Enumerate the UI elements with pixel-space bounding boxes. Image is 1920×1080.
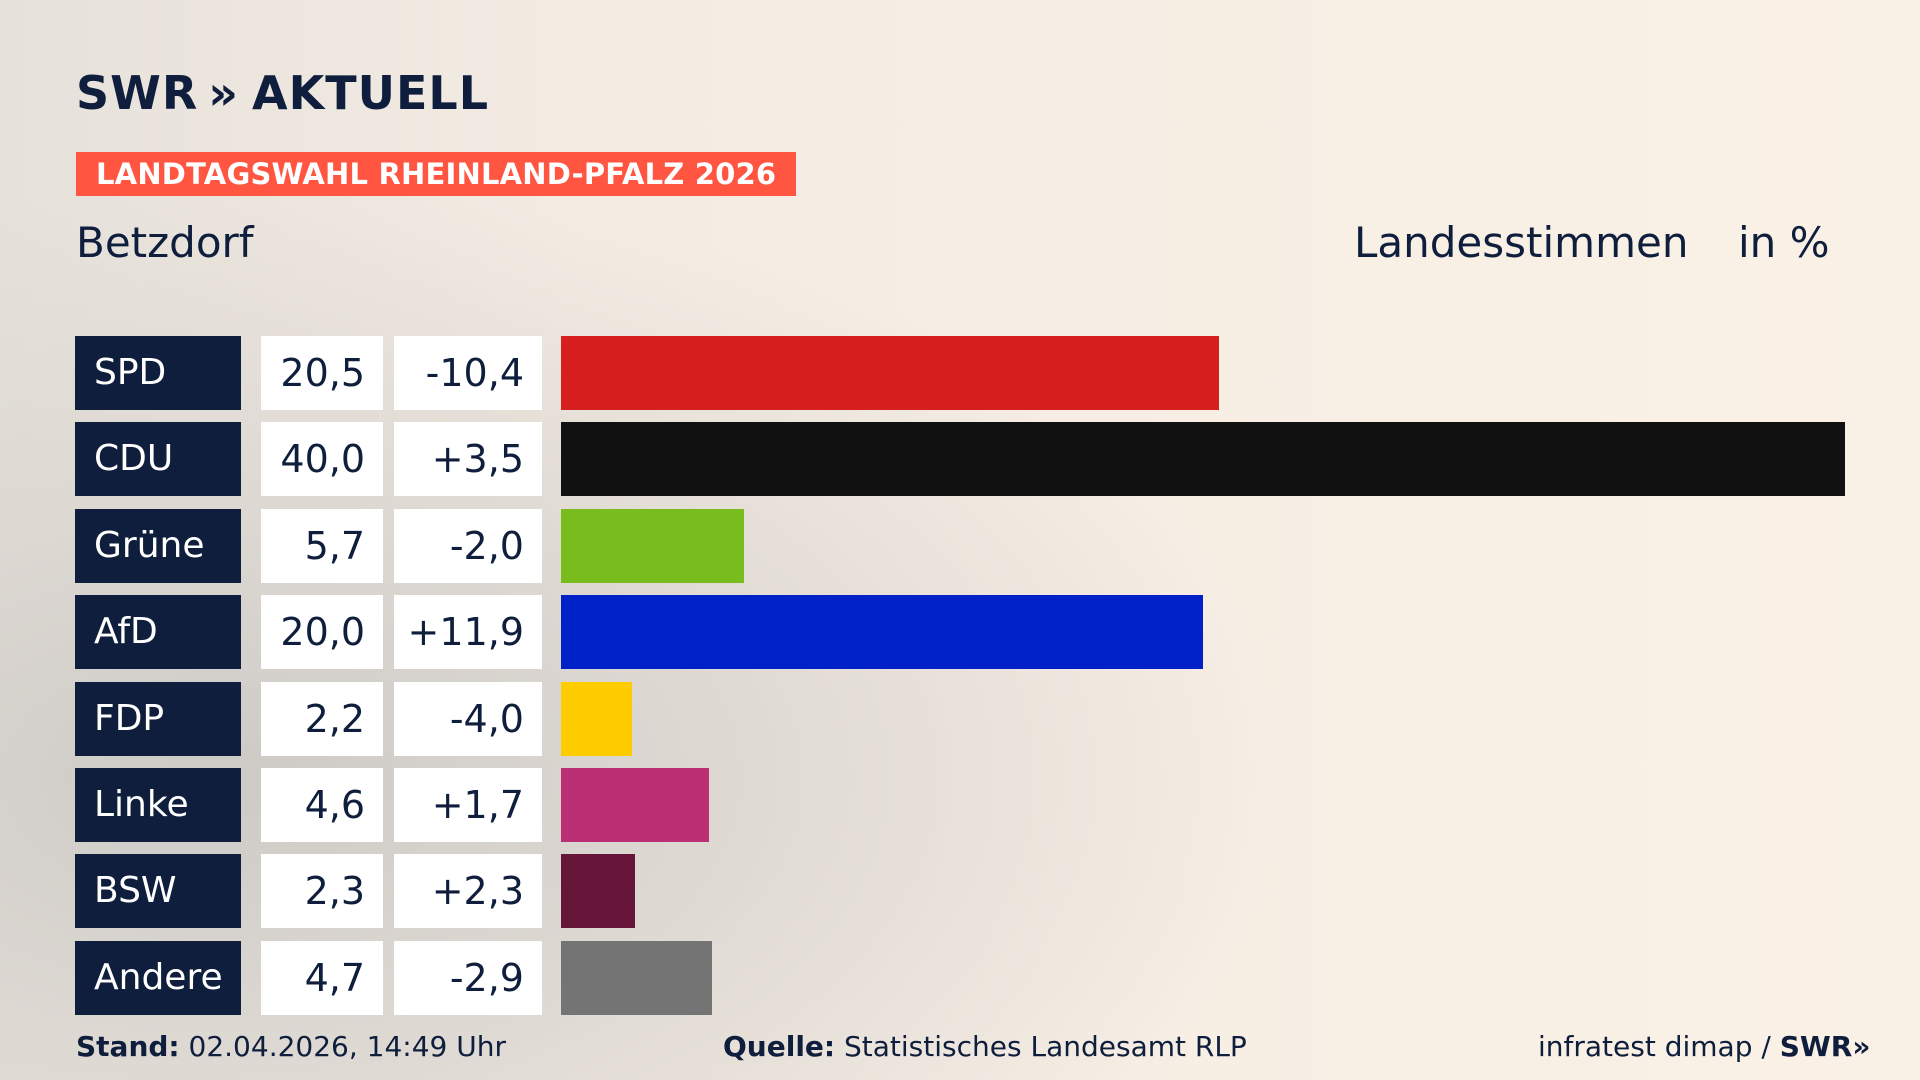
result-bar: [561, 768, 709, 842]
source-value: Statistisches Landesamt RLP: [844, 1030, 1247, 1063]
result-row: Grüne 5,7 -2,0: [0, 509, 1920, 583]
result-row: Linke 4,6 +1,7: [0, 768, 1920, 842]
footer-stand: Stand: 02.04.2026, 14:49 Uhr: [76, 1030, 506, 1063]
election-banner: LANDTAGSWAHL RHEINLAND-PFALZ 2026: [76, 152, 797, 196]
source-label: Quelle:: [723, 1030, 836, 1063]
result-bar: [561, 336, 1219, 410]
logo-brand: SWR: [76, 66, 199, 120]
result-row: AfD 20,0 +11,9: [0, 595, 1920, 669]
result-row: Andere 4,7 -2,9: [0, 941, 1920, 1015]
vote-share-value: 40,0: [261, 422, 383, 496]
footer-credit: infratest dimap / SWR»: [1538, 1030, 1870, 1063]
vote-change-value: +3,5: [394, 422, 542, 496]
party-label: BSW: [75, 854, 241, 928]
vote-change-value: +11,9: [394, 595, 542, 669]
vote-share-value: 2,3: [261, 854, 383, 928]
vote-change-value: -2,0: [394, 509, 542, 583]
party-label: Grüne: [75, 509, 241, 583]
region-title: Betzdorf: [76, 218, 254, 267]
result-bar: [561, 595, 1203, 669]
vote-change-value: -10,4: [394, 336, 542, 410]
vote-change-value: +1,7: [394, 768, 542, 842]
result-bar: [561, 854, 635, 928]
vote-share-value: 2,2: [261, 682, 383, 756]
vote-share-value: 5,7: [261, 509, 383, 583]
swr-aktuell-logo: SWR » AKTUELL: [76, 66, 490, 120]
result-bar: [561, 509, 744, 583]
vote-share-value: 20,5: [261, 336, 383, 410]
vote-share-value: 4,6: [261, 768, 383, 842]
credit-text: infratest dimap /: [1538, 1030, 1771, 1063]
result-row: BSW 2,3 +2,3: [0, 854, 1920, 928]
party-label: SPD: [75, 336, 241, 410]
result-bar: [561, 941, 712, 1015]
stand-value: 02.04.2026, 14:49 Uhr: [188, 1030, 506, 1063]
result-row: SPD 20,5 -10,4: [0, 336, 1920, 410]
logo-product: AKTUELL: [252, 66, 490, 120]
unit-label: in %: [1738, 218, 1830, 267]
chevron-right-icon: »: [1852, 1030, 1871, 1063]
vote-share-value: 4,7: [261, 941, 383, 1015]
credit-brand: SWR: [1779, 1030, 1853, 1063]
stand-label: Stand:: [76, 1030, 180, 1063]
party-label: AfD: [75, 595, 241, 669]
result-bar: [561, 682, 632, 756]
result-bar: [561, 422, 1845, 496]
vote-change-value: +2,3: [394, 854, 542, 928]
party-label: FDP: [75, 682, 241, 756]
party-label: Linke: [75, 768, 241, 842]
result-row: FDP 2,2 -4,0: [0, 682, 1920, 756]
column-label: Landesstimmen: [1354, 218, 1689, 267]
result-row: CDU 40,0 +3,5: [0, 422, 1920, 496]
party-label: Andere: [75, 941, 241, 1015]
vote-change-value: -2,9: [394, 941, 542, 1015]
footer-source: Quelle: Statistisches Landesamt RLP: [723, 1030, 1247, 1063]
vote-share-value: 20,0: [261, 595, 383, 669]
vote-change-value: -4,0: [394, 682, 542, 756]
party-label: CDU: [75, 422, 241, 496]
